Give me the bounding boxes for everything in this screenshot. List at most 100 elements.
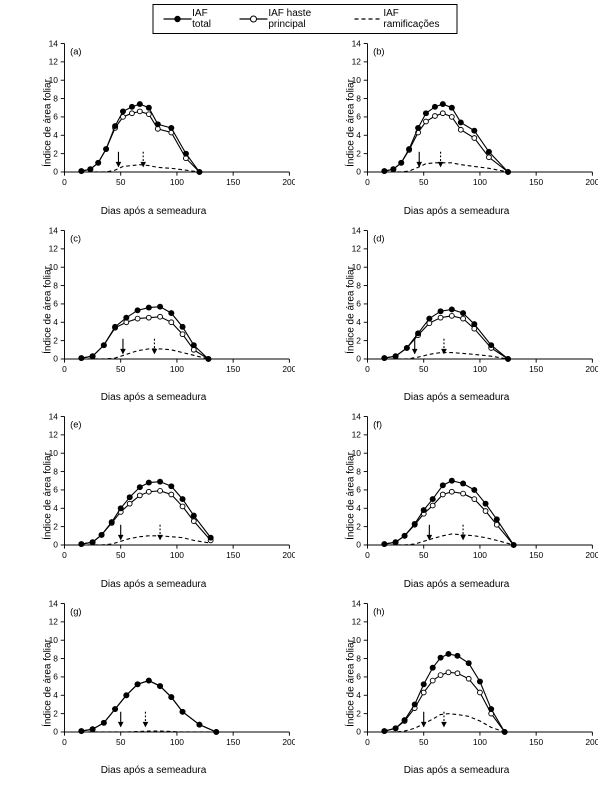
svg-text:12: 12 bbox=[49, 616, 59, 626]
svg-text:14: 14 bbox=[352, 411, 362, 421]
x-axis-label: Dias após a semeadura bbox=[101, 206, 207, 217]
plot-area: 02468101214050100150200(b) bbox=[345, 38, 598, 189]
svg-text:12: 12 bbox=[352, 243, 362, 253]
svg-text:10: 10 bbox=[352, 262, 362, 272]
svg-text:50: 50 bbox=[419, 550, 429, 560]
svg-text:150: 150 bbox=[529, 177, 543, 187]
svg-text:8: 8 bbox=[53, 93, 58, 103]
chart-panel-g: Índice de área foliarDias após a semeadu… bbox=[6, 592, 301, 775]
svg-text:0: 0 bbox=[365, 363, 370, 373]
chart-panel-h: Índice de área foliarDias após a semeadu… bbox=[309, 592, 604, 775]
svg-text:50: 50 bbox=[419, 736, 429, 746]
svg-text:14: 14 bbox=[49, 598, 59, 608]
svg-text:8: 8 bbox=[53, 653, 58, 663]
svg-text:8: 8 bbox=[356, 280, 361, 290]
plot-area: 02468101214050100150200(c) bbox=[42, 225, 295, 376]
svg-text:(f): (f) bbox=[373, 420, 382, 430]
legend-label: IAF haste principal bbox=[268, 8, 338, 30]
svg-text:10: 10 bbox=[352, 635, 362, 645]
legend-marker-ramific bbox=[355, 14, 379, 24]
legend-label: IAF ramificações bbox=[383, 8, 446, 30]
svg-text:14: 14 bbox=[49, 225, 59, 235]
x-axis-label: Dias após a semeadura bbox=[404, 579, 510, 590]
x-axis-label: Dias após a semeadura bbox=[101, 392, 207, 403]
svg-text:10: 10 bbox=[49, 635, 59, 645]
panels-grid: Índice de área foliarDias após a semeadu… bbox=[0, 30, 610, 780]
svg-text:200: 200 bbox=[282, 550, 295, 560]
svg-text:2: 2 bbox=[356, 521, 361, 531]
svg-text:(g): (g) bbox=[70, 606, 81, 616]
svg-text:100: 100 bbox=[473, 177, 487, 187]
svg-text:6: 6 bbox=[53, 298, 58, 308]
svg-text:100: 100 bbox=[473, 736, 487, 746]
svg-text:50: 50 bbox=[116, 177, 126, 187]
svg-text:50: 50 bbox=[116, 550, 126, 560]
plot-area: 02468101214050100150200(g) bbox=[42, 598, 295, 749]
svg-text:150: 150 bbox=[226, 363, 240, 373]
svg-text:150: 150 bbox=[226, 736, 240, 746]
svg-text:6: 6 bbox=[356, 112, 361, 122]
x-axis-label: Dias após a semeadura bbox=[404, 206, 510, 217]
svg-text:6: 6 bbox=[53, 485, 58, 495]
chart-panel-f: Índice de área foliarDias após a semeadu… bbox=[309, 405, 604, 588]
svg-text:4: 4 bbox=[53, 130, 58, 140]
svg-text:100: 100 bbox=[170, 177, 184, 187]
svg-text:0: 0 bbox=[356, 726, 361, 736]
svg-text:150: 150 bbox=[226, 550, 240, 560]
svg-text:150: 150 bbox=[529, 363, 543, 373]
chart-panel-d: Índice de área foliarDias após a semeadu… bbox=[309, 219, 604, 402]
svg-text:2: 2 bbox=[53, 708, 58, 718]
svg-text:6: 6 bbox=[53, 671, 58, 681]
svg-text:12: 12 bbox=[352, 57, 362, 67]
svg-text:200: 200 bbox=[585, 550, 598, 560]
svg-text:200: 200 bbox=[282, 363, 295, 373]
svg-text:200: 200 bbox=[585, 736, 598, 746]
svg-text:14: 14 bbox=[352, 225, 362, 235]
svg-text:50: 50 bbox=[116, 736, 126, 746]
legend-item-principal: IAF haste principal bbox=[240, 8, 339, 30]
svg-text:50: 50 bbox=[419, 177, 429, 187]
chart-panel-e: Índice de área foliarDias após a semeadu… bbox=[6, 405, 301, 588]
svg-text:50: 50 bbox=[419, 363, 429, 373]
svg-text:6: 6 bbox=[356, 298, 361, 308]
svg-text:(d): (d) bbox=[373, 233, 384, 243]
svg-text:0: 0 bbox=[356, 353, 361, 363]
svg-text:4: 4 bbox=[53, 317, 58, 327]
svg-text:(h): (h) bbox=[373, 606, 384, 616]
svg-text:14: 14 bbox=[49, 38, 59, 48]
plot-area: 02468101214050100150200(e) bbox=[42, 411, 295, 562]
svg-text:100: 100 bbox=[170, 363, 184, 373]
svg-text:100: 100 bbox=[473, 550, 487, 560]
svg-text:4: 4 bbox=[356, 130, 361, 140]
svg-text:10: 10 bbox=[352, 448, 362, 458]
svg-text:0: 0 bbox=[365, 736, 370, 746]
svg-text:0: 0 bbox=[365, 177, 370, 187]
svg-text:12: 12 bbox=[352, 430, 362, 440]
svg-text:150: 150 bbox=[529, 550, 543, 560]
svg-text:8: 8 bbox=[53, 280, 58, 290]
svg-text:0: 0 bbox=[53, 353, 58, 363]
svg-text:200: 200 bbox=[585, 363, 598, 373]
plot-area: 02468101214050100150200(f) bbox=[345, 411, 598, 562]
svg-text:2: 2 bbox=[53, 521, 58, 531]
svg-text:0: 0 bbox=[62, 363, 67, 373]
svg-text:200: 200 bbox=[282, 736, 295, 746]
svg-text:200: 200 bbox=[585, 177, 598, 187]
figure-container: IAF total IAF haste principal IAF ramifi… bbox=[0, 0, 610, 785]
plot-area: 02468101214050100150200(d) bbox=[345, 225, 598, 376]
svg-text:10: 10 bbox=[49, 75, 59, 85]
svg-text:(c): (c) bbox=[70, 233, 81, 243]
svg-text:8: 8 bbox=[356, 466, 361, 476]
svg-text:(a): (a) bbox=[70, 47, 81, 57]
svg-text:200: 200 bbox=[282, 177, 295, 187]
svg-text:4: 4 bbox=[356, 317, 361, 327]
svg-text:0: 0 bbox=[62, 177, 67, 187]
svg-text:4: 4 bbox=[356, 690, 361, 700]
svg-text:2: 2 bbox=[53, 148, 58, 158]
svg-text:0: 0 bbox=[356, 167, 361, 177]
svg-text:(b): (b) bbox=[373, 47, 384, 57]
svg-text:6: 6 bbox=[53, 112, 58, 122]
svg-text:2: 2 bbox=[356, 148, 361, 158]
svg-text:0: 0 bbox=[356, 540, 361, 550]
x-axis-label: Dias após a semeadura bbox=[404, 765, 510, 776]
